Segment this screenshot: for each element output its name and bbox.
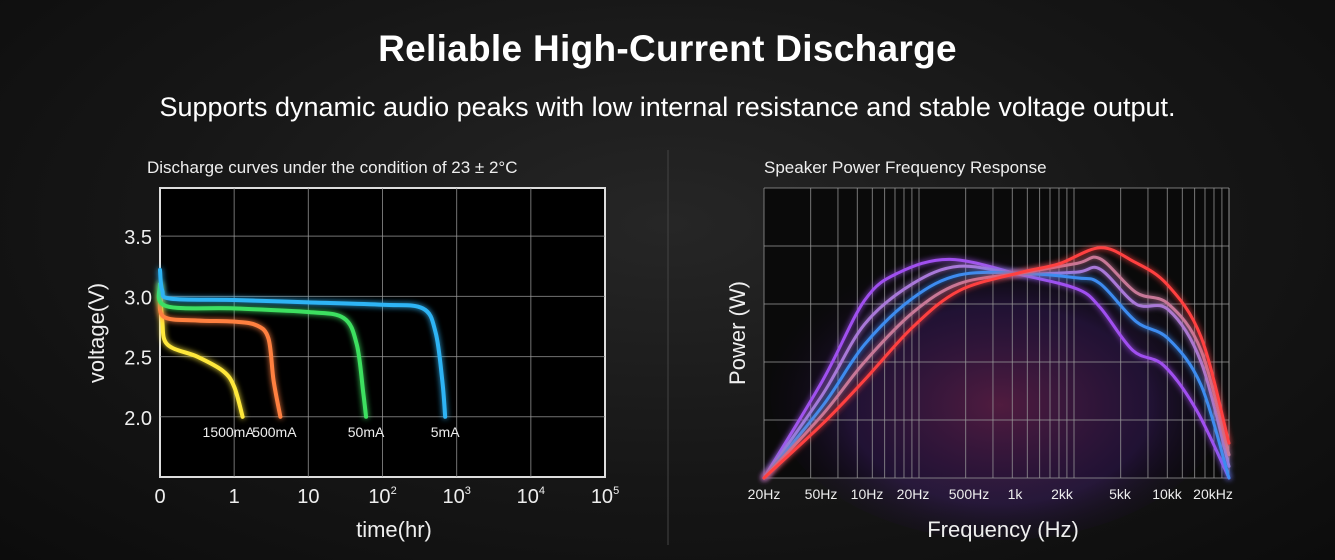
x-tick-label: 20Hz bbox=[748, 486, 781, 502]
series-line-500mA bbox=[157, 294, 283, 419]
series-label: 500mA bbox=[252, 424, 297, 440]
x-tick-label: 1k bbox=[1008, 486, 1024, 502]
x-tick-label: 105 bbox=[591, 485, 619, 508]
series-line-1 bbox=[762, 257, 1231, 480]
x-tick-label: 10kk bbox=[1152, 486, 1183, 502]
series-line-4 bbox=[762, 255, 1231, 480]
x-tick-label: 103 bbox=[442, 485, 470, 508]
x-tick-label: 0 bbox=[154, 486, 165, 508]
x-tick-label: 500Hz bbox=[949, 486, 989, 502]
x-tick-exponent: 2 bbox=[391, 485, 397, 497]
x-tick-label: 20kHz bbox=[1193, 486, 1233, 502]
series-line-5 bbox=[762, 246, 1231, 480]
series-label: 50mA bbox=[348, 424, 385, 440]
x-tick-label: 20Hz bbox=[897, 486, 930, 502]
page-subtitle: Supports dynamic audio peaks with low in… bbox=[159, 92, 1176, 122]
x-tick-label: 1 bbox=[229, 486, 240, 508]
chart-title: Speaker Power Frequency Response bbox=[764, 158, 1047, 177]
discharge-chart: Discharge curves under the condition of … bbox=[84, 158, 619, 542]
y-axis-label: voltage(V) bbox=[84, 283, 109, 383]
series-label: 5mA bbox=[431, 424, 460, 440]
x-tick-label: 2kk bbox=[1051, 486, 1074, 502]
y-tick-label: 3.5 bbox=[124, 227, 152, 249]
x-tick-label: 104 bbox=[517, 485, 545, 508]
chart-title: Discharge curves under the condition of … bbox=[147, 158, 518, 177]
x-tick-label: 102 bbox=[368, 485, 396, 508]
series-label: 1500mA bbox=[203, 424, 256, 440]
x-tick-exponent: 3 bbox=[465, 485, 471, 497]
y-tick-label: 3.0 bbox=[124, 287, 152, 309]
series-line-3 bbox=[762, 270, 1231, 480]
x-tick-exponent: 5 bbox=[613, 485, 619, 497]
y-tick-label: 2.0 bbox=[124, 408, 152, 430]
y-axis-label: Power (W) bbox=[725, 281, 750, 385]
x-tick-exponent: 4 bbox=[539, 485, 545, 497]
x-axis-label: Frequency (Hz) bbox=[927, 517, 1079, 542]
x-tick-label: 10Hz bbox=[851, 486, 884, 502]
x-tick-label: 10 bbox=[297, 486, 319, 508]
frequency-response-chart: Speaker Power Frequency Response 20Hz 50H… bbox=[725, 158, 1233, 542]
x-tick-label: 5kk bbox=[1109, 486, 1132, 502]
x-tick-label: 50Hz bbox=[805, 486, 838, 502]
series-line-5mA bbox=[158, 267, 448, 419]
series-line-50mA bbox=[156, 282, 369, 419]
series-line-1500mA bbox=[158, 282, 245, 419]
x-axis-label: time(hr) bbox=[356, 517, 432, 542]
y-tick-label: 2.5 bbox=[124, 348, 152, 370]
page-title: Reliable High-Current Discharge bbox=[378, 28, 957, 69]
